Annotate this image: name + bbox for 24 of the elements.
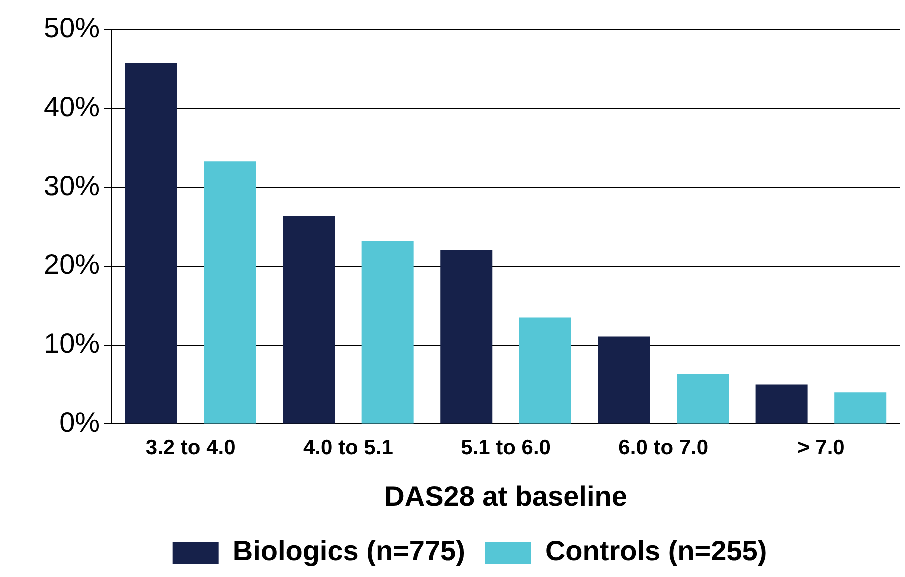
y-tick-label: 0% xyxy=(60,406,100,438)
y-tick-label: 20% xyxy=(44,249,100,280)
bar xyxy=(362,241,414,424)
bar xyxy=(834,392,887,424)
bar xyxy=(677,374,730,424)
x-tick-label: 6.0 to 7.0 xyxy=(618,436,709,460)
y-tick-label: 40% xyxy=(44,92,100,123)
y-tick-label: 10% xyxy=(44,328,100,360)
bar xyxy=(440,250,493,424)
bar xyxy=(519,318,572,424)
x-tick-label: 5.1 to 6.0 xyxy=(461,436,551,460)
y-tick-label: 30% xyxy=(44,170,100,202)
x-axis-title: DAS28 at baseline xyxy=(384,480,628,512)
bar xyxy=(125,63,178,424)
legend-label: Biologics (n=775) xyxy=(232,536,466,567)
y-tick-label: 50% xyxy=(44,12,100,44)
bar xyxy=(204,162,256,424)
bar xyxy=(598,336,650,424)
bar xyxy=(283,216,336,424)
x-tick-label: 3.2 to 4.0 xyxy=(146,436,236,460)
bar xyxy=(756,384,808,424)
legend-label: Controls (n=255) xyxy=(545,536,768,567)
x-tick-label: > 7.0 xyxy=(798,436,845,460)
x-tick-label: 4.0 to 5.1 xyxy=(303,436,394,460)
